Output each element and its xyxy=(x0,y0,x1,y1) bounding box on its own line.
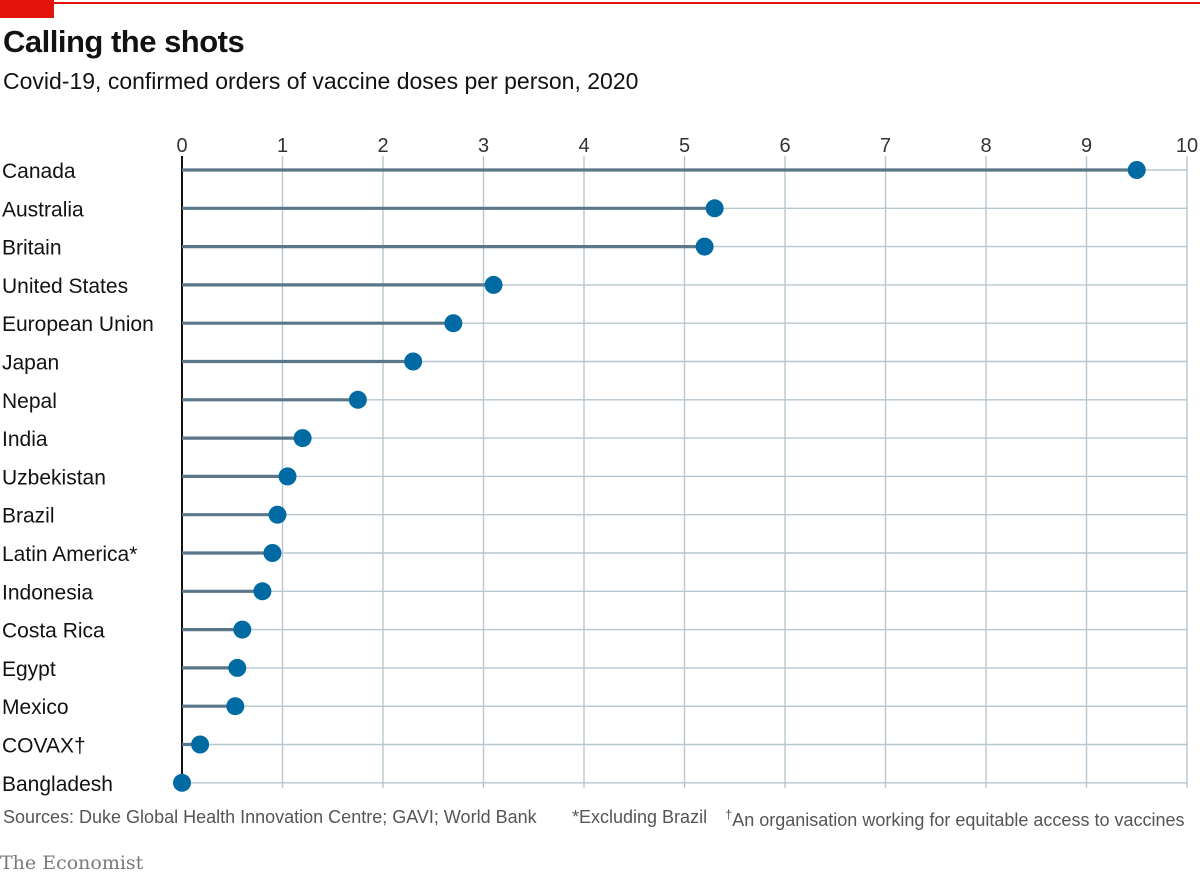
data-point xyxy=(278,467,297,486)
category-label: Britain xyxy=(2,237,62,260)
data-point xyxy=(228,658,247,677)
data-point xyxy=(404,352,423,371)
data-point xyxy=(1127,161,1146,179)
x-tick-label-8: 8 xyxy=(980,135,991,157)
category-label: Brazil xyxy=(2,505,55,528)
chart-title: Calling the shots xyxy=(3,24,245,59)
category-label: Australia xyxy=(2,198,84,221)
category-label: Nepal xyxy=(2,390,57,413)
category-label: Mexico xyxy=(2,696,69,719)
x-tick-label-2: 2 xyxy=(377,135,388,157)
data-point xyxy=(444,314,463,333)
data-point xyxy=(173,773,191,792)
category-label: Canada xyxy=(2,160,76,183)
category-label: Japan xyxy=(2,352,59,375)
category-label: United States xyxy=(2,275,128,298)
covax-note-text: An organisation working for equitable ac… xyxy=(732,810,1185,830)
data-point xyxy=(293,429,312,448)
category-label: Uzbekistan xyxy=(2,466,106,489)
category-label: European Union xyxy=(2,313,154,336)
category-label: India xyxy=(2,428,48,451)
x-tick-label-9: 9 xyxy=(1081,135,1092,157)
lollipop-chart: 0 1 2 3 4 5 6 7 8 9 10 Canada Australia Britain United… xyxy=(2,135,1198,796)
x-tick-label-7: 7 xyxy=(880,135,891,157)
data-point xyxy=(705,199,724,218)
category-label: Bangladesh xyxy=(2,773,113,796)
data-point xyxy=(348,390,367,409)
x-tick-label-4: 4 xyxy=(578,135,589,157)
sources-note: Sources: Duke Global Health Innovation C… xyxy=(3,807,537,827)
x-tick-label-6: 6 xyxy=(779,135,790,157)
chart-subtitle: Covid-19, confirmed orders of vaccine do… xyxy=(3,68,639,94)
excluding-brazil-note: *Excluding Brazil xyxy=(572,807,708,827)
covax-note: †An organisation working for equitable a… xyxy=(725,807,1184,831)
data-point xyxy=(268,505,287,524)
data-point xyxy=(253,582,272,601)
category-label: Indonesia xyxy=(2,581,93,604)
brand-red-tab xyxy=(0,0,54,18)
category-label: Latin America* xyxy=(2,543,137,566)
x-tick-label-3: 3 xyxy=(478,135,489,157)
dagger-mark: † xyxy=(725,807,733,822)
x-tick-label-0: 0 xyxy=(176,135,187,157)
top-rule xyxy=(0,2,1200,4)
category-label: COVAX† xyxy=(2,735,86,758)
x-tick-label-10: 10 xyxy=(1176,135,1198,157)
category-label: Egypt xyxy=(2,658,56,681)
data-point xyxy=(191,735,210,754)
x-tick-label-5: 5 xyxy=(679,135,690,157)
economist-logo-text: The Economist xyxy=(0,852,144,874)
data-point xyxy=(695,237,714,256)
data-point xyxy=(263,544,282,562)
data-point xyxy=(233,620,252,639)
category-label: Costa Rica xyxy=(2,620,105,643)
data-point xyxy=(484,275,503,294)
x-tick-label-1: 1 xyxy=(277,135,288,157)
data-point xyxy=(226,697,245,716)
